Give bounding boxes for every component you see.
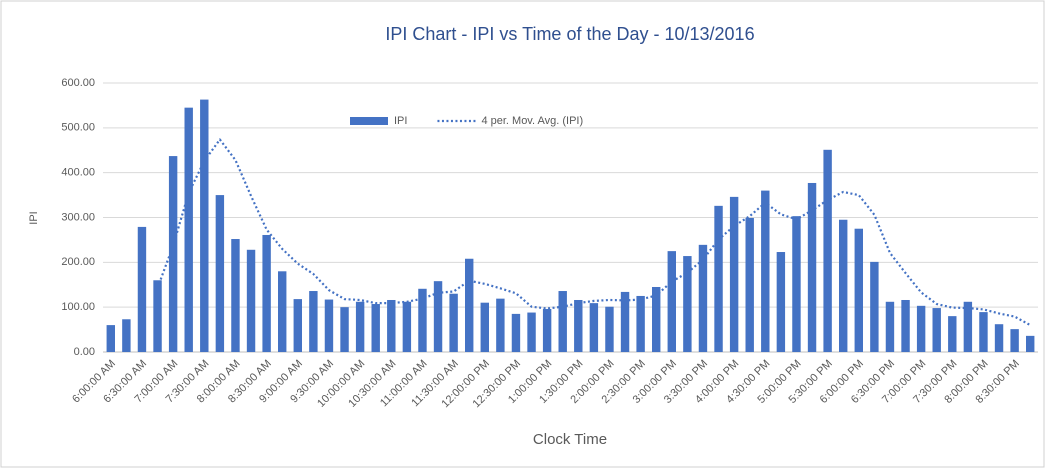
bar (106, 325, 115, 352)
bar (527, 312, 536, 352)
bar (278, 271, 287, 352)
legend-label: IPI (394, 115, 407, 127)
legend-label: 4 per. Mov. Avg. (IPI) (481, 115, 583, 127)
bar (340, 307, 349, 352)
moving-average-line (156, 138, 1031, 327)
bar (589, 303, 599, 352)
bar (636, 295, 645, 352)
bar (652, 286, 661, 352)
y-tick-label: 100.00 (61, 301, 95, 313)
bar (792, 216, 801, 352)
bar (293, 299, 302, 352)
bar (511, 313, 521, 352)
y-tick-label: 0.00 (74, 346, 95, 358)
bar (465, 258, 474, 352)
bar (246, 249, 256, 352)
bar (574, 299, 583, 352)
bar (262, 234, 271, 352)
bar (496, 298, 505, 352)
bar (402, 301, 412, 352)
bar (994, 324, 1004, 352)
bar (355, 301, 365, 352)
bar (371, 304, 380, 352)
bar (901, 299, 910, 352)
bar (605, 306, 614, 352)
legend-swatch (350, 117, 388, 125)
bar (558, 291, 567, 352)
bar (1010, 329, 1019, 352)
bar (215, 195, 225, 352)
x-axis-title: Clock Time (533, 431, 607, 448)
bar (932, 308, 941, 352)
bar (231, 239, 240, 352)
bar (1026, 335, 1035, 352)
y-tick-label: 600.00 (61, 77, 95, 89)
bar (184, 107, 193, 353)
bar (854, 228, 863, 352)
bar (729, 196, 739, 352)
y-tick-label: 200.00 (61, 256, 95, 268)
bar (745, 217, 754, 352)
bar (807, 182, 817, 352)
bar (823, 149, 832, 352)
chart-title: IPI Chart - IPI vs Time of the Day - 10/… (385, 24, 754, 44)
bar (122, 319, 131, 352)
bar (948, 316, 957, 352)
bar (776, 252, 786, 352)
bar (480, 302, 489, 352)
y-tick-label: 400.00 (61, 167, 95, 179)
bar (683, 256, 692, 352)
bar (870, 261, 879, 352)
y-tick-label: 300.00 (61, 211, 95, 223)
bar (714, 205, 723, 352)
y-axis-title: IPI (28, 211, 40, 224)
bar (309, 291, 318, 352)
bar (168, 156, 178, 352)
bar (433, 281, 443, 352)
bar (449, 293, 458, 352)
bar (761, 190, 770, 352)
bar (620, 291, 630, 352)
bar (885, 301, 895, 352)
bar (200, 99, 209, 352)
bar (916, 305, 926, 352)
bar (979, 312, 988, 352)
bar (963, 301, 973, 352)
bar (542, 308, 552, 352)
bar (667, 251, 676, 352)
bar (418, 288, 427, 352)
bar (839, 219, 848, 352)
bar (387, 299, 396, 352)
bar (137, 226, 147, 352)
y-tick-label: 500.00 (61, 122, 95, 134)
bar (324, 299, 334, 352)
bar (698, 244, 708, 352)
bar (153, 280, 162, 352)
